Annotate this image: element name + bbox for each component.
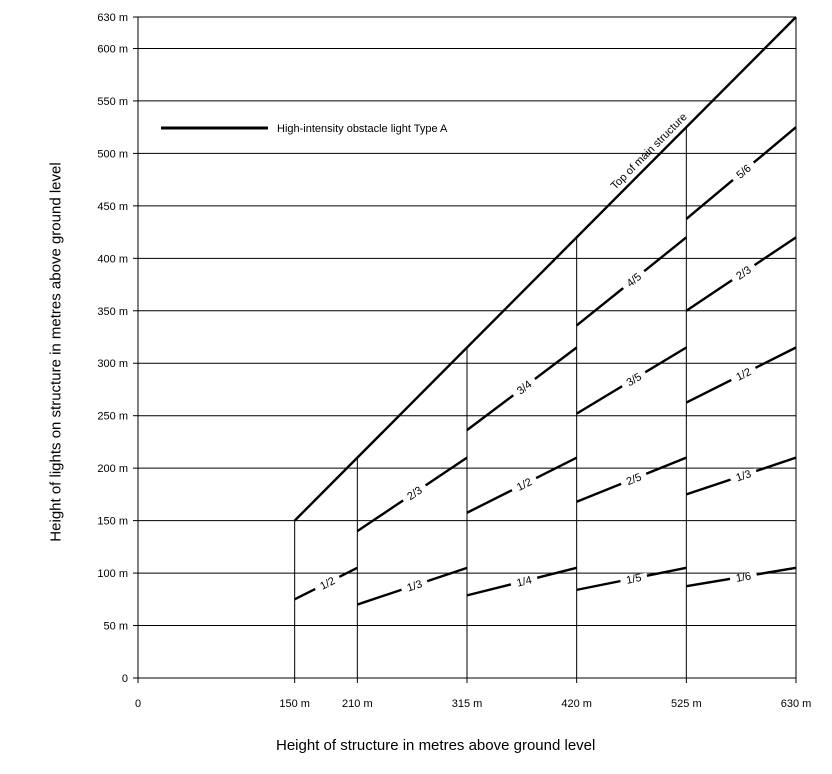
series-label: 1/6 (735, 570, 752, 584)
x-tick-label: 315 m (452, 698, 483, 710)
y-tick-label: 400 m (97, 253, 128, 265)
x-tick-label: 150 m (279, 698, 310, 710)
series-label-gap (510, 574, 538, 588)
y-tick-label: 550 m (97, 96, 128, 108)
series-label: 1/5 (625, 572, 642, 587)
series-label-group: 1/3 (400, 578, 429, 595)
series-label: 1/3 (735, 468, 753, 484)
series-label-gap (401, 482, 428, 503)
x-tick-label: 210 m (342, 698, 373, 710)
y-tick-label: 600 m (97, 43, 128, 55)
series-label-group: 2/5 (620, 471, 648, 488)
x-tick-label: 420 m (561, 698, 592, 710)
series-label-gap (313, 574, 341, 592)
series-label-group: 1/4 (510, 574, 538, 590)
label-top-of-main-structure: Top of main structure (609, 111, 690, 192)
axes-layer: 0 50 m 100 m 150 m 200 m 250 m 300 m 350 m 400 m… (97, 12, 811, 710)
labels-layer: Top of main structure1/22/31/33/41/21/44… (313, 111, 758, 595)
series-label-group: 3/5 (620, 369, 647, 389)
y-tick-label: 630 m (97, 12, 128, 24)
series-line-top-of-structure (293, 16, 797, 522)
y-tick-label: 0 (122, 673, 128, 685)
series-label-gap (400, 578, 429, 593)
series-label-gap (620, 471, 648, 487)
series-label-group: 2/3 (730, 262, 757, 283)
x-tick-label: 525 m (671, 698, 702, 710)
series-label-gap (729, 571, 758, 582)
series-label: 2/5 (625, 471, 644, 488)
series-label-gap (730, 262, 757, 283)
y-tick-label: 250 m (97, 411, 128, 423)
y-tick-label: 50 m (104, 621, 128, 633)
series-label-group: 1/2 (313, 574, 341, 593)
series-label-group: 1/3 (729, 468, 758, 484)
x-axis-title: Height of structure in metres above grou… (276, 737, 596, 754)
y-tick-label: 100 m (97, 568, 128, 580)
series-label: 1/3 (406, 578, 424, 594)
series-label-group: 1/5 (619, 572, 648, 587)
y-tick-label: 300 m (97, 358, 128, 370)
series-label-group: 1/2 (510, 475, 538, 494)
y-tick-label: 450 m (97, 201, 128, 213)
series-label-gap (729, 365, 757, 383)
series-label-gap (729, 468, 758, 483)
series-label-gap (510, 475, 538, 493)
x-tick-label: 0 (135, 698, 141, 710)
series-label-gap (621, 268, 647, 291)
y-tick-label: 150 m (97, 516, 128, 528)
series-label-gap (511, 376, 537, 398)
series-label-gap (731, 160, 756, 183)
y-tick-label: 350 m (97, 306, 128, 318)
series-label: 1/4 (515, 574, 533, 589)
series-label-gap (619, 572, 648, 585)
series-label-group: Top of main structure (609, 111, 690, 192)
series-label-gap (620, 369, 647, 389)
legend-label: High-intensity obstacle light Type A (277, 123, 448, 135)
series-label-group: 3/4 (511, 376, 537, 398)
series-label-group: 1/6 (729, 570, 758, 585)
series-label-group: 2/3 (401, 482, 428, 503)
x-tick-label: 630 m (781, 698, 812, 710)
y-tick-label: 200 m (97, 463, 128, 475)
y-axis-title: Height of lights on structure in metres … (47, 162, 65, 542)
series-label-group: 1/2 (729, 365, 757, 384)
legend: High-intensity obstacle light Type A (161, 123, 448, 135)
y-tick-label: 500 m (97, 148, 128, 160)
